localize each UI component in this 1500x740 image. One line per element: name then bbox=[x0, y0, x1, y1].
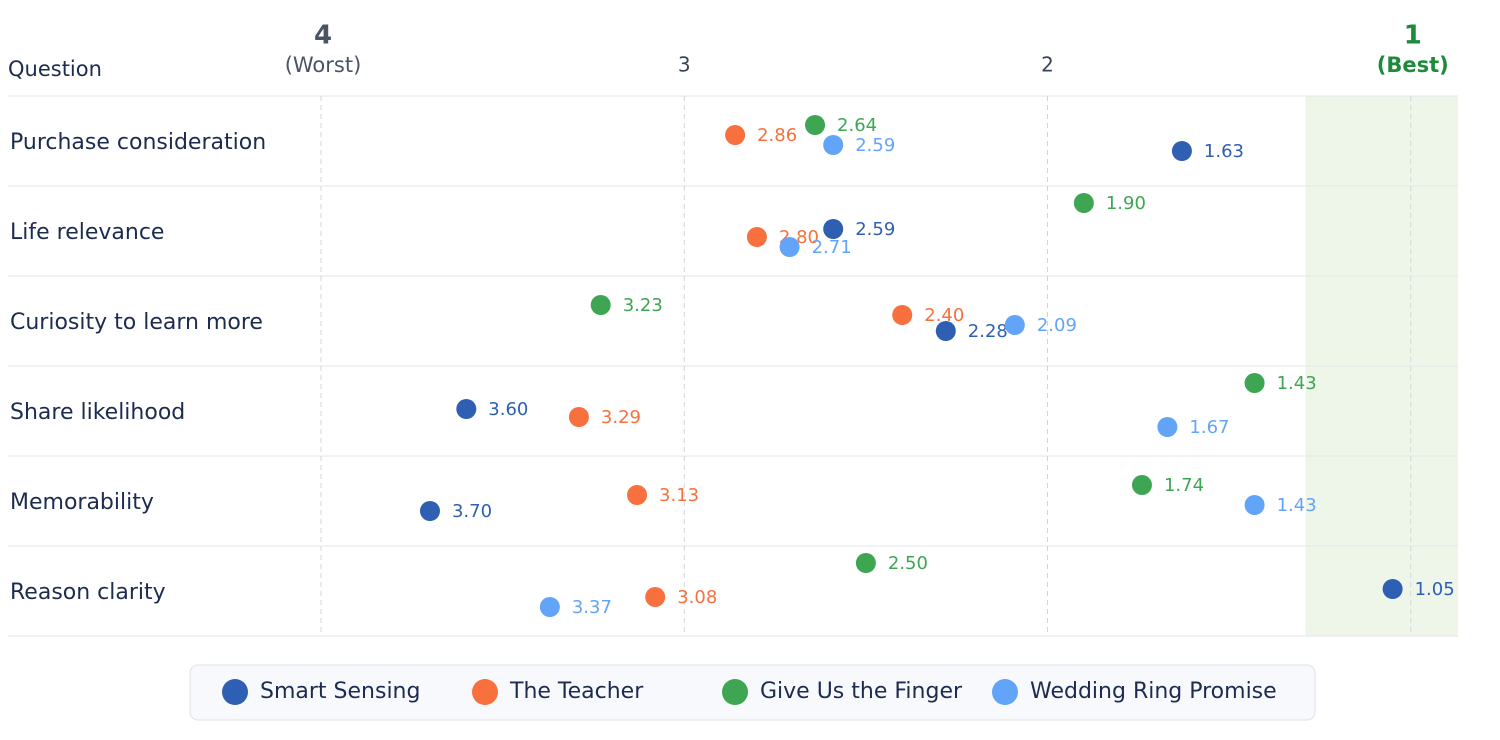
x-tick-label: 1 bbox=[1404, 21, 1422, 51]
legend-label: Give Us the Finger bbox=[760, 679, 963, 704]
value-label: 2.86 bbox=[757, 125, 797, 146]
value-label: 3.29 bbox=[601, 407, 641, 428]
value-label: 2.40 bbox=[924, 305, 964, 326]
legend-swatch bbox=[222, 679, 248, 705]
dot bbox=[725, 125, 746, 145]
dot bbox=[1157, 417, 1178, 437]
value-label: 3.23 bbox=[623, 295, 663, 316]
dot bbox=[456, 399, 477, 419]
dot bbox=[590, 295, 611, 315]
row-label: Reason clarity bbox=[10, 580, 166, 605]
dot bbox=[1171, 141, 1192, 161]
dot bbox=[645, 587, 666, 607]
y-axis-label: Question bbox=[8, 57, 102, 81]
dot bbox=[823, 135, 844, 155]
dot bbox=[419, 501, 440, 521]
dot bbox=[539, 597, 560, 617]
dot bbox=[627, 485, 648, 505]
legend-label: Wedding Ring Promise bbox=[1030, 679, 1277, 704]
value-label: 1.43 bbox=[1277, 373, 1317, 394]
legend-swatch bbox=[722, 679, 748, 705]
row-label: Share likelihood bbox=[10, 400, 185, 425]
value-label: 1.74 bbox=[1164, 475, 1204, 496]
value-label: 2.50 bbox=[888, 553, 928, 574]
value-label: 2.59 bbox=[855, 135, 895, 156]
row-label: Life relevance bbox=[10, 220, 164, 245]
best-label: (Best) bbox=[1377, 53, 1449, 77]
value-label: 3.70 bbox=[452, 501, 492, 522]
row-label: Purchase consideration bbox=[10, 130, 266, 155]
x-tick-label: 3 bbox=[678, 53, 691, 77]
value-label: 3.08 bbox=[677, 587, 717, 608]
value-label: 1.05 bbox=[1415, 579, 1455, 600]
value-label: 1.43 bbox=[1277, 495, 1317, 516]
dot bbox=[1004, 315, 1025, 335]
dot bbox=[805, 115, 826, 135]
worst-label: (Worst) bbox=[285, 53, 362, 77]
dot bbox=[823, 219, 844, 239]
value-label: 2.64 bbox=[837, 115, 877, 136]
dot bbox=[892, 305, 913, 325]
value-label: 3.60 bbox=[488, 399, 528, 420]
legend-swatch bbox=[472, 679, 498, 705]
value-label: 1.90 bbox=[1106, 193, 1146, 214]
dot bbox=[1131, 475, 1152, 495]
dot bbox=[935, 321, 956, 341]
value-label: 3.13 bbox=[659, 485, 699, 506]
x-tick-label: 2 bbox=[1041, 53, 1054, 77]
value-label: 2.59 bbox=[855, 219, 895, 240]
row-label: Curiosity to learn more bbox=[10, 310, 263, 335]
value-label: 1.67 bbox=[1189, 417, 1229, 438]
value-label: 2.28 bbox=[968, 321, 1008, 342]
legend-label: The Teacher bbox=[509, 679, 644, 704]
legend: Smart Sensing The Teacher Give Us the Fing… bbox=[189, 664, 1316, 721]
legend-swatch bbox=[992, 679, 1018, 705]
dot bbox=[855, 553, 876, 573]
value-label: 2.09 bbox=[1037, 315, 1077, 336]
dot bbox=[1244, 495, 1265, 515]
value-label: 3.37 bbox=[572, 597, 612, 618]
dot bbox=[746, 227, 767, 247]
value-label: 1.63 bbox=[1204, 141, 1244, 162]
dot bbox=[1073, 193, 1094, 213]
value-label: 2.71 bbox=[812, 237, 852, 258]
legend-box bbox=[189, 664, 1316, 721]
dot bbox=[1382, 579, 1403, 599]
dot bbox=[568, 407, 589, 427]
dot bbox=[1244, 373, 1265, 393]
row-label: Memorability bbox=[10, 490, 154, 515]
legend-label: Smart Sensing bbox=[260, 679, 420, 704]
x-tick-label: 4 bbox=[314, 21, 332, 51]
dot bbox=[779, 237, 800, 257]
